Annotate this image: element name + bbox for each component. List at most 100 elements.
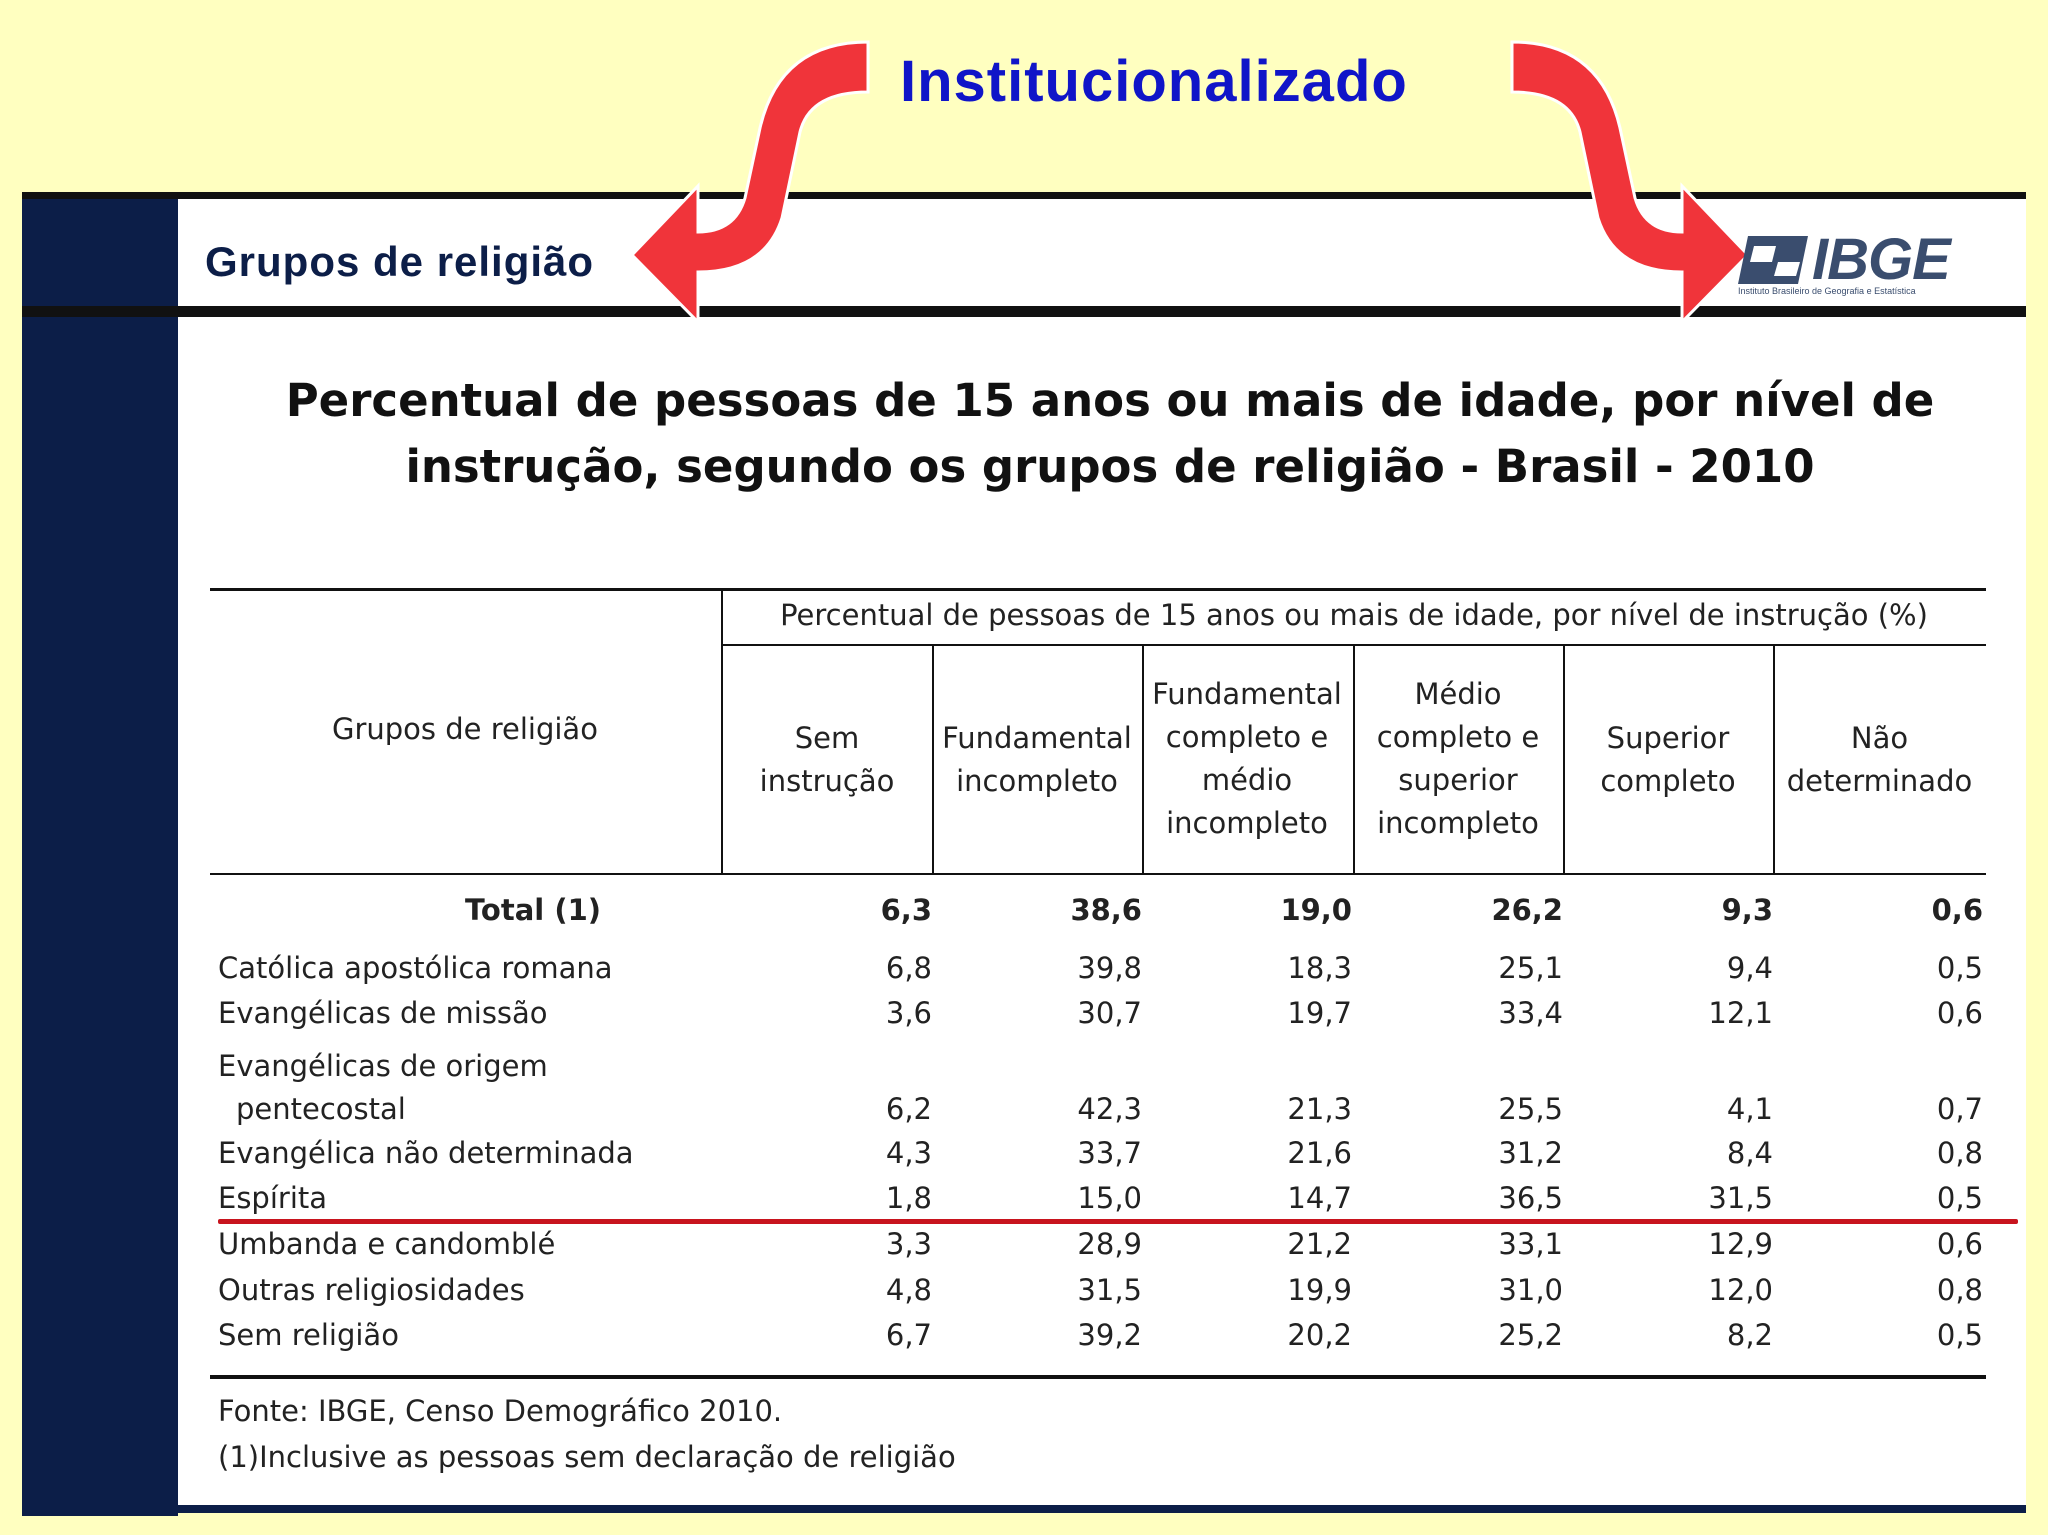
table-cell: 30,7 xyxy=(1077,996,1142,1030)
ibge-logo-subtitle: Instituto Brasileiro de Geografia e Esta… xyxy=(1738,286,1916,296)
table-cell: 4,3 xyxy=(885,1136,932,1170)
highlight-underline xyxy=(218,1219,2018,1224)
table-cell: 25,5 xyxy=(1498,1092,1563,1126)
table-title: Percentual de pessoas de 15 anos ou mais… xyxy=(260,368,1960,500)
column-divider xyxy=(1773,646,1775,874)
table-cell: 26,2 xyxy=(1491,893,1563,927)
table-cell: 12,1 xyxy=(1708,996,1773,1030)
table-cell: 14,7 xyxy=(1287,1181,1352,1215)
table-cell: 33,4 xyxy=(1498,996,1563,1030)
column-divider xyxy=(721,590,723,874)
table-row-label: Sem religião xyxy=(218,1318,399,1352)
table-cell: 0,8 xyxy=(1936,1136,1983,1170)
left-curved-arrow-icon xyxy=(630,40,870,320)
table-cell: 31,5 xyxy=(1077,1273,1142,1307)
table-cell: 8,4 xyxy=(1726,1136,1773,1170)
table-cell: 12,0 xyxy=(1708,1273,1773,1307)
table-cell: 19,9 xyxy=(1287,1273,1352,1307)
column-divider xyxy=(1142,646,1144,874)
table-row-label: Evangélicas de missão xyxy=(218,996,548,1030)
heading-institucionalizado: Institucionalizado xyxy=(900,49,1408,114)
table-cell: 0,5 xyxy=(1936,951,1983,985)
left-sidebar-bar xyxy=(22,196,178,1516)
table-cell: 31,2 xyxy=(1498,1136,1563,1170)
section-title: Grupos de religião xyxy=(205,238,595,285)
column-divider xyxy=(1563,646,1565,874)
total-row-label: Total (1) xyxy=(465,893,602,927)
table-cell: 28,9 xyxy=(1077,1227,1142,1261)
table-cell: 4,1 xyxy=(1726,1092,1773,1126)
column-header-nao-determinado: Não determinado xyxy=(1786,721,1973,798)
footnote: (1)Inclusive as pessoas sem declaração d… xyxy=(218,1440,956,1474)
source-note: Fonte: IBGE, Censo Demográfico 2010. xyxy=(218,1394,783,1428)
table-cell: 25,1 xyxy=(1498,951,1563,985)
table-cell: 39,8 xyxy=(1077,951,1142,985)
column-divider xyxy=(1353,646,1355,874)
table-cell: 3,3 xyxy=(885,1227,932,1261)
title-line-1: Percentual de pessoas de 15 anos ou mais… xyxy=(285,374,1935,427)
ibge-logo-text: IBGE xyxy=(1812,227,1951,292)
column-header-fundamental-completo: Fundamental completo e médio incompleto xyxy=(1152,677,1342,840)
table-cell: 19,7 xyxy=(1287,996,1352,1030)
column-header-sem-instrucao: Sem instrução xyxy=(759,721,895,798)
table-cell: 6,3 xyxy=(880,893,932,927)
header-border xyxy=(22,306,2026,317)
table-row-label-continuation: pentecostal xyxy=(236,1092,406,1126)
table-cell: 9,3 xyxy=(1721,893,1773,927)
column-divider xyxy=(932,646,934,874)
slide-panel xyxy=(178,196,2026,1512)
table-row-label: Espírita xyxy=(218,1181,328,1215)
table-row-label: Evangélica não determinada xyxy=(218,1136,634,1170)
table-cell: 20,2 xyxy=(1287,1318,1352,1352)
table-cell: 36,5 xyxy=(1498,1181,1563,1215)
top-border xyxy=(22,192,2026,199)
table-cell: 1,8 xyxy=(885,1181,932,1215)
table-cell: 19,0 xyxy=(1280,893,1352,927)
table-cell: 31,0 xyxy=(1498,1273,1563,1307)
table-cell: 42,3 xyxy=(1077,1092,1142,1126)
table-row-label: Católica apostólica romana xyxy=(218,951,613,985)
table-cell: 25,2 xyxy=(1498,1318,1563,1352)
header-bottom-rule xyxy=(210,873,1986,875)
table-cell: 38,6 xyxy=(1070,893,1142,927)
right-curved-arrow-icon xyxy=(1510,40,1750,320)
table-row-label: Evangélicas de origem xyxy=(218,1049,548,1083)
table-cell: 0,6 xyxy=(1936,996,1983,1030)
table-cell: 15,0 xyxy=(1077,1181,1142,1215)
table-cell: 3,6 xyxy=(885,996,932,1030)
table-cell: 6,2 xyxy=(885,1092,932,1126)
table-cell: 39,2 xyxy=(1077,1318,1142,1352)
table-cell: 8,2 xyxy=(1726,1318,1773,1352)
table-cell: 21,6 xyxy=(1287,1136,1352,1170)
table-cell: 33,1 xyxy=(1498,1227,1563,1261)
table-cell: 0,7 xyxy=(1936,1092,1983,1126)
table-cell: 33,7 xyxy=(1077,1136,1142,1170)
table-cell: 21,3 xyxy=(1287,1092,1352,1126)
table-cell: 0,8 xyxy=(1936,1273,1983,1307)
table-cell: 9,4 xyxy=(1726,951,1773,985)
table-cell: 6,8 xyxy=(885,951,932,985)
table-row-label: Umbanda e candomblé xyxy=(218,1227,556,1261)
table-row-label: Outras religiosidades xyxy=(218,1273,525,1307)
table-cell: 0,6 xyxy=(1931,893,1983,927)
table-cell: 6,7 xyxy=(885,1318,932,1352)
group-header-label: Percentual de pessoas de 15 anos ou mais… xyxy=(780,598,1928,632)
column-header-superior-completo: Superior completo xyxy=(1600,721,1736,798)
ibge-logo-mark-icon xyxy=(1738,236,1808,284)
bottom-border xyxy=(178,1505,2026,1513)
column-header-fundamental-incompleto: Fundamental incompleto xyxy=(942,721,1132,798)
ibge-logo: IBGE Instituto Brasileiro de Geografia e… xyxy=(1738,227,1988,302)
table-bottom-rule xyxy=(210,1375,1986,1379)
table-cell: 0,6 xyxy=(1936,1227,1983,1261)
group-header-rule xyxy=(722,644,1986,646)
table-cell: 21,2 xyxy=(1287,1227,1352,1261)
row-header-label: Grupos de religião xyxy=(332,712,598,746)
title-line-2: instrução, segundo os grupos de religião… xyxy=(405,440,1815,493)
column-header-medio-completo: Médio completo e superior incompleto xyxy=(1376,677,1540,840)
table-top-rule xyxy=(210,588,1986,591)
table-cell: 0,5 xyxy=(1936,1318,1983,1352)
table-cell: 18,3 xyxy=(1287,951,1352,985)
table-cell: 0,5 xyxy=(1936,1181,1983,1215)
table-cell: 31,5 xyxy=(1708,1181,1773,1215)
table-cell: 12,9 xyxy=(1708,1227,1773,1261)
